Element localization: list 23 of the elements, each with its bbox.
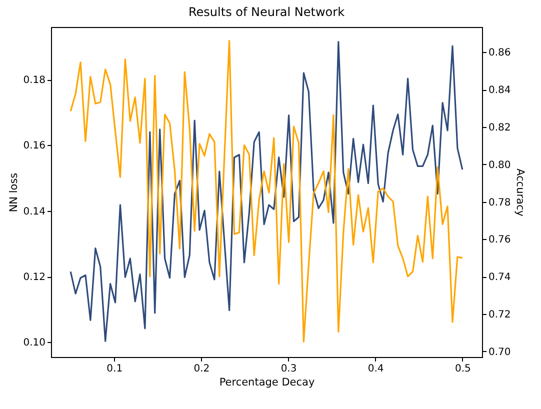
y2-tick-label: 0.86 [488, 48, 511, 59]
y2-axis-title: Accuracy [514, 168, 526, 216]
y2-tick-label: 0.82 [488, 122, 511, 134]
y-tick-label: 0.14 [23, 206, 46, 218]
y2-tick-label: 0.72 [488, 309, 511, 320]
x-tick-label: 0.4 [368, 364, 384, 374]
y-tick-label: 0.16 [23, 140, 46, 152]
chart-title: Results of Neural Network [188, 5, 345, 19]
y-tick-label: 0.12 [23, 272, 46, 284]
y2-tick-label: 0.76 [488, 234, 511, 246]
y2-tick-label: 0.78 [488, 197, 511, 208]
y-tick-label: 0.10 [23, 338, 46, 349]
x-tick-label: 0.5 [454, 364, 471, 374]
y2-tick-label: 0.80 [488, 160, 511, 171]
y-tick-label: 0.18 [23, 75, 46, 86]
y2-tick-label: 0.84 [488, 85, 511, 96]
x-axis-title: Percentage Decay [219, 376, 315, 388]
y-axis-title: NN loss [8, 172, 20, 212]
y2-tick-label: 0.74 [488, 272, 511, 284]
x-tick-label: 0.3 [280, 364, 297, 374]
x-tick-label: 0.1 [106, 364, 123, 374]
x-tick-label: 0.2 [194, 364, 210, 374]
y2-tick-label: 0.70 [488, 346, 511, 358]
